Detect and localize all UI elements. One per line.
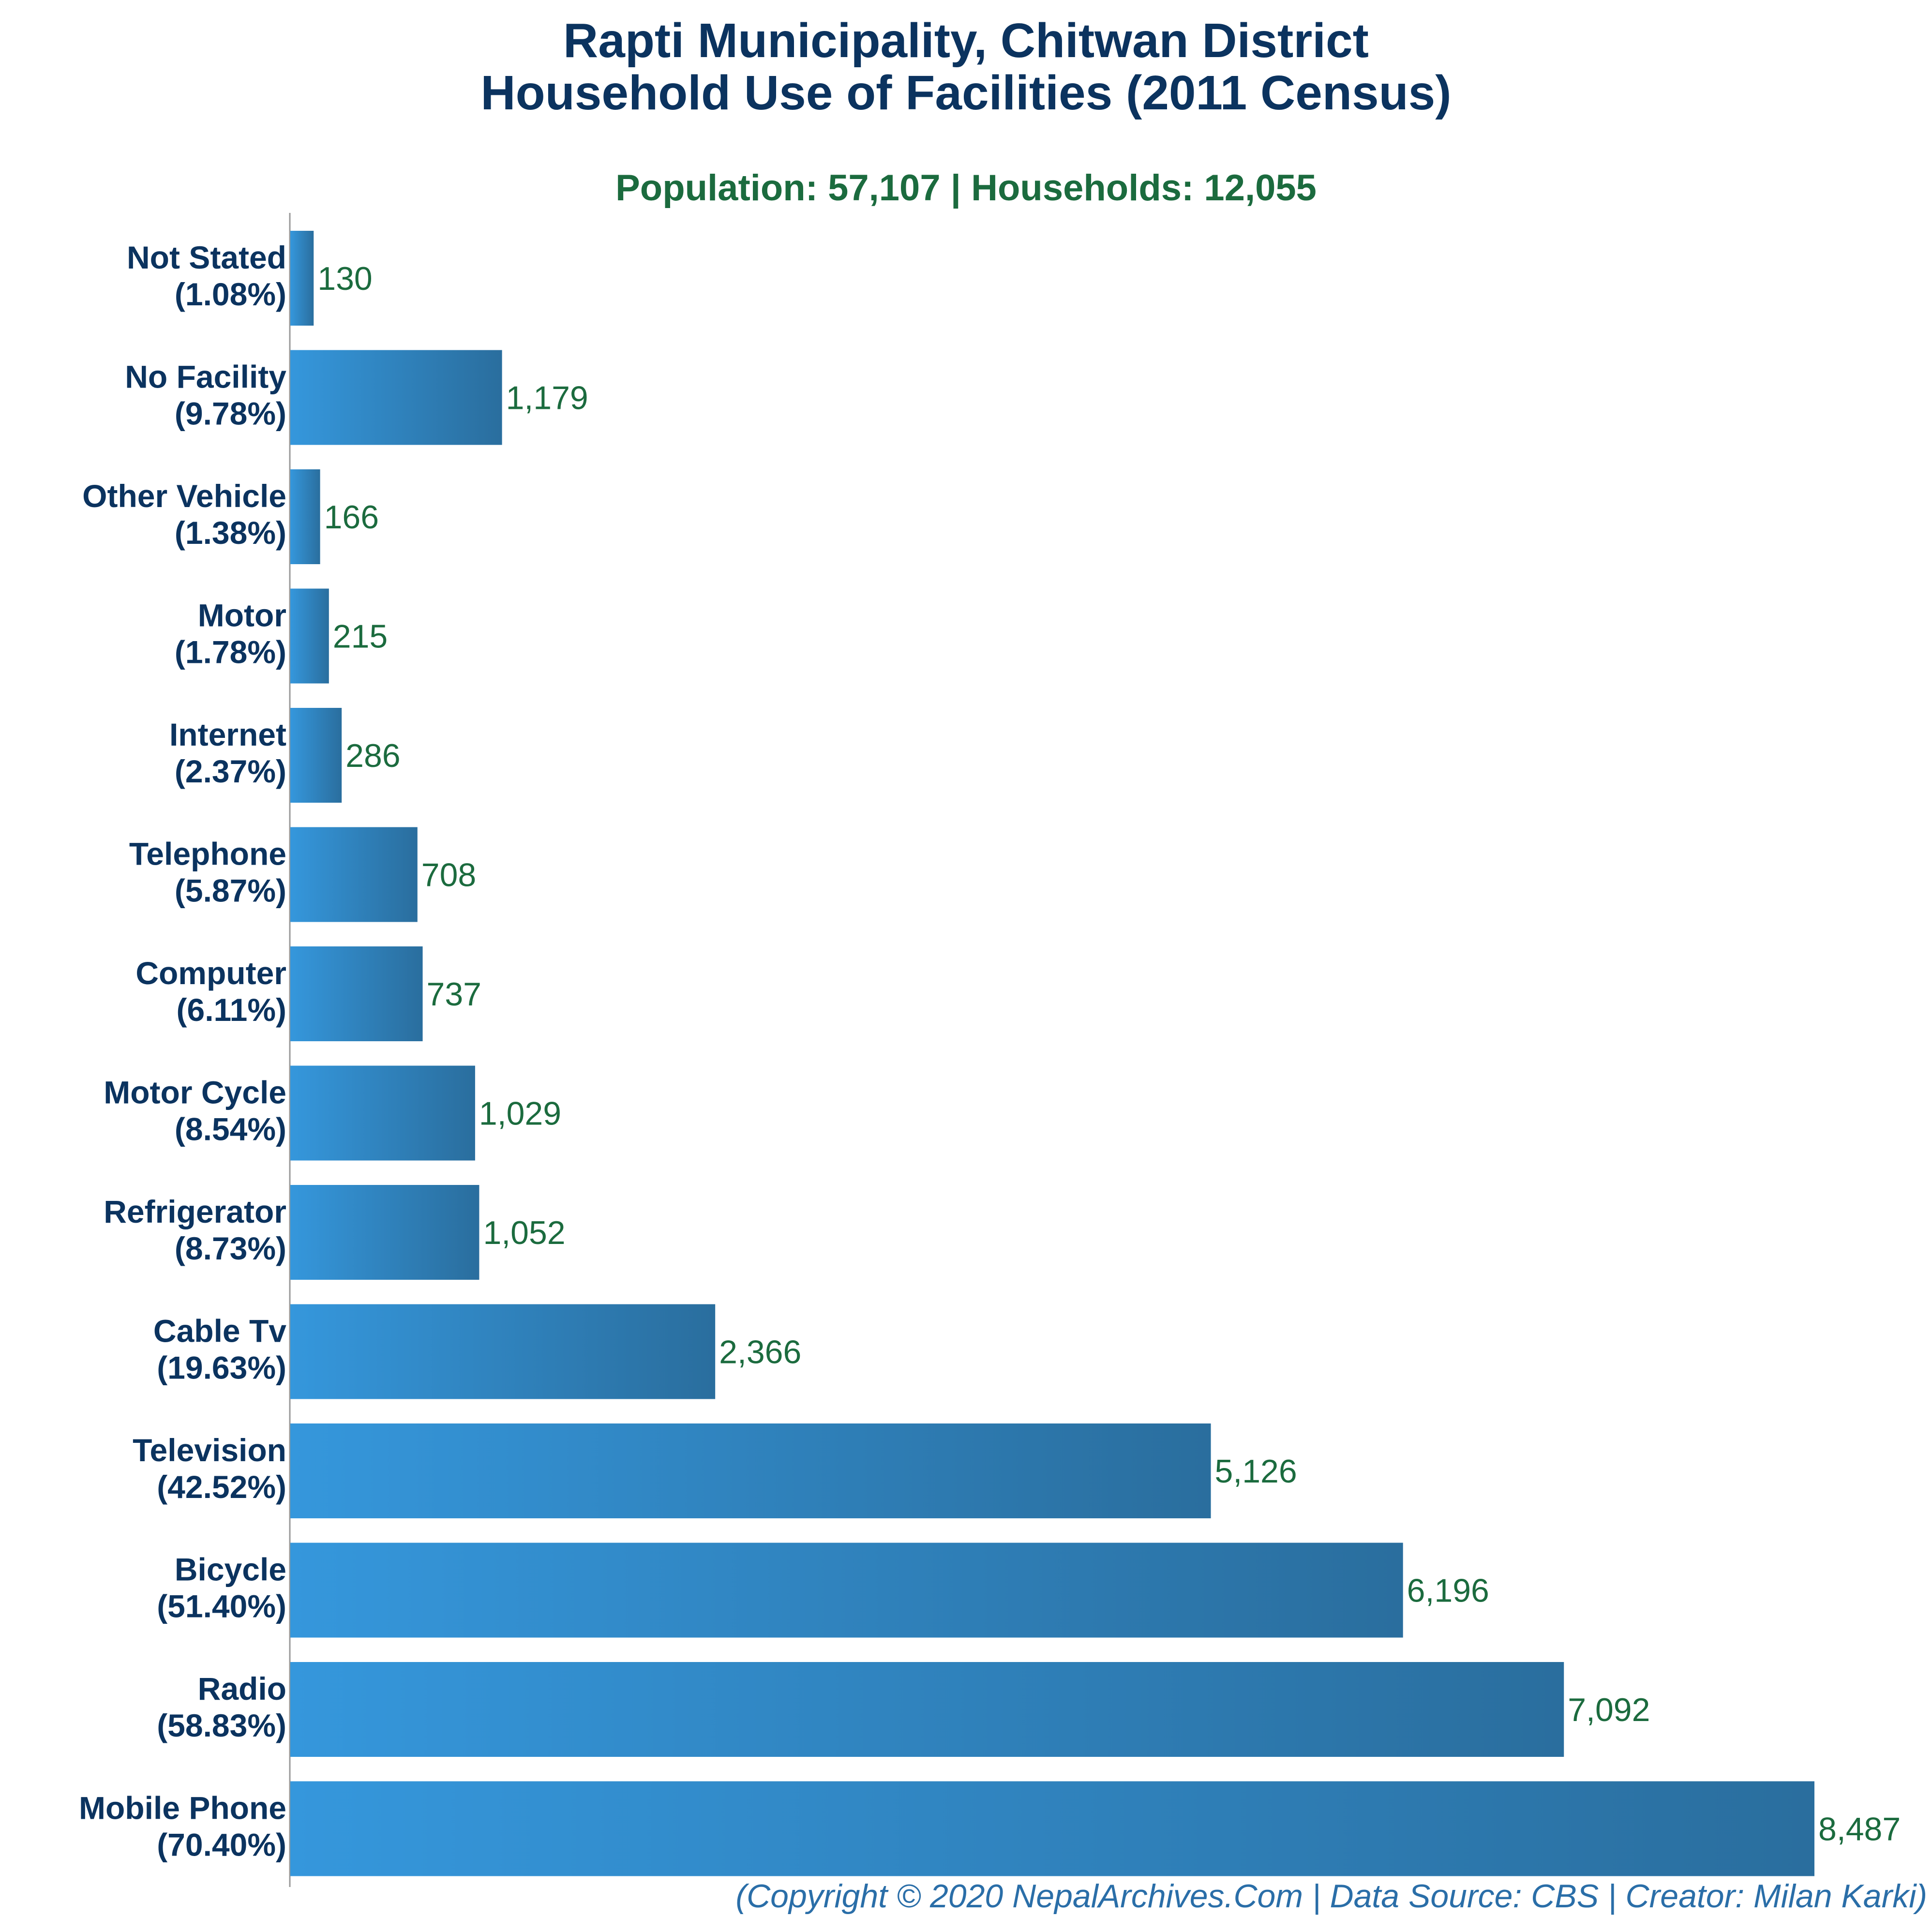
value-label: 5,126	[1215, 1453, 1297, 1490]
bar-bicycle	[290, 1543, 1403, 1638]
chart-title-line-2: Household Use of Facilities (2011 Census…	[480, 66, 1452, 120]
percent-label: (51.40%)	[157, 1588, 286, 1624]
bar-telephone	[290, 827, 418, 922]
percent-label: (6.11%)	[177, 992, 286, 1028]
value-label: 1,029	[479, 1095, 561, 1132]
bar-motor	[290, 588, 329, 684]
bar-radio	[290, 1662, 1564, 1757]
bar-not-stated	[290, 231, 314, 326]
bar-television	[290, 1423, 1211, 1518]
bar-no-facility	[290, 350, 502, 445]
value-label: 737	[427, 976, 481, 1013]
category-label: Radio	[198, 1671, 286, 1707]
percent-label: (5.87%)	[175, 873, 286, 909]
bar-cable-tv	[290, 1304, 716, 1399]
category-label: Motor	[198, 598, 286, 633]
bar-refrigerator	[290, 1185, 479, 1280]
footer-credit: (Copyright © 2020 NepalArchives.Com | Da…	[735, 1878, 1927, 1915]
category-label: Cable Tv	[153, 1313, 286, 1349]
value-label: 708	[421, 857, 476, 894]
percent-label: (9.78%)	[175, 396, 286, 432]
value-label: 6,196	[1407, 1573, 1489, 1609]
percent-label: (2.37%)	[175, 753, 286, 789]
category-label: Internet	[169, 717, 286, 752]
percent-label: (42.52%)	[157, 1469, 286, 1505]
bar-internet	[290, 708, 342, 803]
category-label: Television	[133, 1432, 286, 1468]
percent-label: (1.08%)	[175, 276, 286, 312]
value-label: 1,179	[506, 380, 588, 417]
value-label: 7,092	[1568, 1692, 1650, 1728]
percent-label: (8.54%)	[175, 1111, 286, 1147]
value-label: 286	[345, 737, 400, 774]
category-label: Refrigerator	[104, 1194, 286, 1229]
category-label: Not Stated	[127, 240, 286, 275]
bar-computer	[290, 946, 423, 1041]
value-label: 166	[324, 499, 379, 536]
percent-label: (70.40%)	[157, 1827, 286, 1863]
bars-layer: 130 Not Stated(1.08%) 1,179 No Facility(9.7…	[79, 231, 1901, 1876]
percent-label: (1.38%)	[175, 515, 286, 551]
category-label: No Facility	[125, 359, 286, 395]
percent-label: (19.63%)	[157, 1350, 286, 1386]
value-label: 130	[317, 260, 372, 297]
value-label: 8,487	[1818, 1811, 1901, 1848]
bar-mobile-phone	[290, 1781, 1814, 1876]
percent-label: (58.83%)	[157, 1707, 286, 1743]
percent-label: (1.78%)	[175, 634, 286, 670]
category-label: Mobile Phone	[79, 1790, 286, 1826]
chart-title-line-1: Rapti Municipality, Chitwan District	[563, 14, 1369, 68]
category-label: Other Vehicle	[82, 478, 286, 514]
chart-subtitle: Population: 57,107 | Households: 12,055	[615, 167, 1317, 209]
value-label: 1,052	[483, 1214, 565, 1251]
percent-label: (8.73%)	[175, 1230, 286, 1266]
category-label: Bicycle	[175, 1552, 286, 1588]
value-label: 215	[333, 618, 388, 655]
bar-motor-cycle	[290, 1065, 475, 1161]
category-label: Computer	[135, 955, 286, 991]
chart-title: Rapti Municipality, Chitwan District Hou…	[0, 15, 1932, 119]
category-label: Motor Cycle	[104, 1075, 286, 1110]
category-label: Telephone	[129, 836, 286, 872]
value-label: 2,366	[719, 1334, 801, 1371]
bar-other-vehicle	[290, 469, 320, 564]
